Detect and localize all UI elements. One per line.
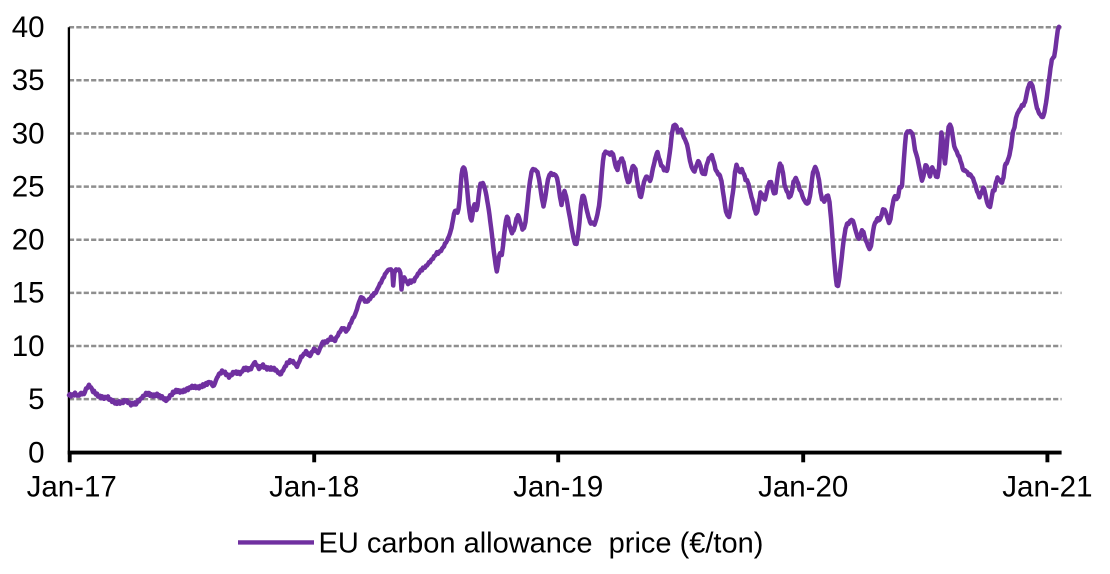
svg-text:20: 20 bbox=[12, 224, 45, 257]
svg-text:10: 10 bbox=[12, 330, 45, 363]
svg-text:Jan-21: Jan-21 bbox=[1002, 470, 1092, 503]
svg-text:5: 5 bbox=[28, 383, 44, 416]
svg-text:Jan-20: Jan-20 bbox=[758, 470, 848, 503]
svg-text:40: 40 bbox=[12, 11, 45, 44]
svg-text:Jan-19: Jan-19 bbox=[513, 470, 603, 503]
svg-text:25: 25 bbox=[12, 170, 45, 203]
svg-text:EU carbon allowance price (€/: EU carbon allowance price (€/ton) bbox=[319, 528, 764, 560]
svg-text:35: 35 bbox=[12, 64, 45, 97]
svg-text:30: 30 bbox=[12, 117, 45, 150]
svg-text:Jan-17: Jan-17 bbox=[27, 470, 117, 503]
svg-text:0: 0 bbox=[28, 436, 44, 469]
svg-text:Jan-18: Jan-18 bbox=[269, 470, 359, 503]
svg-text:15: 15 bbox=[12, 277, 45, 310]
